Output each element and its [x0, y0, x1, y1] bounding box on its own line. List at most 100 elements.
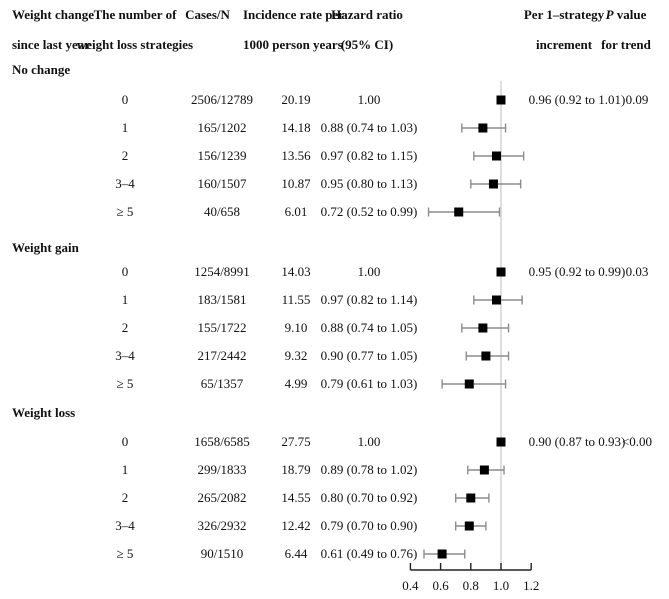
cases-cell: 65/1357	[200, 376, 244, 391]
strategies-cell: ≥ 5	[116, 546, 134, 561]
group-label: Weight gain	[12, 240, 79, 255]
header-hazard-ratio-line1: Hazard ratio	[331, 7, 403, 22]
hr-marker	[478, 123, 488, 133]
hazard-ratio-cell: 0.80 (0.70 to 0.92)	[320, 490, 418, 505]
strategies-cell: ≥ 5	[116, 376, 134, 391]
hr-marker	[488, 179, 498, 189]
p-trend-cell: 0.03	[625, 264, 649, 279]
hr-marker	[478, 323, 488, 333]
hr-marker	[454, 207, 464, 217]
per-increment-cell: 0.90 (0.87 to 0.93)	[528, 434, 626, 449]
p-trend-cell: 0.09	[625, 92, 649, 107]
incidence-rate-cell: 6.44	[284, 546, 308, 561]
hr-marker	[437, 549, 447, 559]
pvalue-rest: value	[613, 7, 647, 22]
strategies-cell: 3–4	[115, 176, 135, 191]
strategies-cell: ≥ 5	[116, 204, 134, 219]
hazard-ratio-cell: 0.88 (0.74 to 1.03)	[320, 120, 418, 135]
cases-cell: 1254/8991	[194, 264, 250, 279]
incidence-rate-cell: 14.55	[281, 490, 311, 505]
hazard-ratio-cell: 0.97 (0.82 to 1.14)	[320, 292, 418, 307]
cases-cell: 183/1581	[197, 292, 247, 307]
strategies-cell: 0	[121, 434, 129, 449]
cases-cell: 217/2442	[197, 348, 247, 363]
header-strategies-line2: weight loss strategies	[76, 37, 194, 52]
header-pvalue-line1: P value	[591, 6, 661, 24]
header-per-strategy-line1: Per 1–strategy	[523, 7, 605, 22]
cases-cell: 165/1202	[197, 120, 247, 135]
header-cases-line1: Cases/N	[185, 7, 230, 22]
hr-marker	[479, 465, 489, 475]
strategies-cell: 1	[121, 120, 129, 135]
strategies-cell: 2	[121, 148, 129, 163]
incidence-rate-cell: 14.03	[281, 264, 311, 279]
hazard-ratio-cell: 1.00	[357, 434, 381, 449]
per-increment-cell: 0.96 (0.92 to 1.01)	[528, 92, 626, 107]
pvalue-p-italic: P	[605, 7, 614, 22]
group-label: No change	[12, 62, 71, 77]
header-per-strategy-line2: increment	[535, 37, 593, 52]
strategies-cell: 3–4	[115, 348, 135, 363]
cases-cell: 155/1722	[197, 320, 247, 335]
incidence-rate-cell: 12.42	[281, 518, 311, 533]
cases-cell: 265/2082	[197, 490, 247, 505]
strategies-cell: 3–4	[115, 518, 135, 533]
cases-cell: 299/1833	[197, 462, 247, 477]
header-pvalue-line2: for trend	[601, 37, 651, 52]
cases-cell: 90/1510	[200, 546, 244, 561]
hr-marker	[464, 521, 474, 531]
incidence-rate-cell: 14.18	[281, 120, 311, 135]
hr-marker	[481, 351, 491, 361]
cases-cell: 160/1507	[197, 176, 247, 191]
group-label: Weight loss	[12, 405, 76, 420]
hr-marker	[464, 379, 474, 389]
hr-marker	[496, 95, 506, 105]
strategies-cell: 2	[121, 490, 129, 505]
header-strategies-line1: The number of	[93, 7, 177, 22]
strategies-cell: 0	[121, 264, 129, 279]
header-incidence-line1: Incidence rate per	[243, 7, 345, 22]
hazard-ratio-cell: 0.95 (0.80 to 1.13)	[320, 176, 418, 191]
hazard-ratio-cell: 0.79 (0.61 to 1.03)	[320, 376, 418, 391]
hazard-ratio-cell: 1.00	[357, 264, 381, 279]
incidence-rate-cell: 27.75	[281, 434, 311, 449]
cases-cell: 1658/6585	[194, 434, 250, 449]
incidence-rate-cell: 13.56	[281, 148, 311, 163]
hr-marker	[496, 437, 506, 447]
hazard-ratio-cell: 0.90 (0.77 to 1.05)	[320, 348, 418, 363]
hazard-ratio-cell: 0.97 (0.82 to 1.15)	[320, 148, 418, 163]
header-weight-change-line2: since last year	[12, 37, 90, 52]
x-axis-tick-label: 1.0	[492, 578, 510, 593]
header-hazard-ratio-line2: (95% CI)	[340, 37, 394, 52]
strategies-cell: 0	[121, 92, 129, 107]
cases-cell: 2506/12789	[190, 92, 254, 107]
hr-marker	[491, 295, 501, 305]
hazard-ratio-cell: 0.89 (0.78 to 1.02)	[320, 462, 418, 477]
hazard-ratio-cell: 1.00	[357, 92, 381, 107]
x-axis-tick-label: 0.8	[462, 578, 479, 593]
cases-cell: 40/658	[203, 204, 241, 219]
hr-marker	[491, 151, 501, 161]
incidence-rate-cell: 4.99	[284, 376, 308, 391]
strategies-cell: 2	[121, 320, 129, 335]
x-axis-tick-label: 0.6	[432, 578, 449, 593]
hazard-ratio-cell: 0.88 (0.74 to 1.05)	[320, 320, 418, 335]
hazard-ratio-cell: 0.61 (0.49 to 0.76)	[320, 546, 418, 561]
incidence-rate-cell: 18.79	[281, 462, 311, 477]
incidence-rate-cell: 11.55	[281, 292, 311, 307]
x-axis-tick-label: 0.4	[402, 578, 419, 593]
cases-cell: 156/1239	[197, 148, 247, 163]
incidence-rate-cell: 9.32	[284, 348, 308, 363]
header-incidence-line2: 1000 person years	[243, 37, 343, 52]
x-axis-tick-label: 1.2	[523, 578, 540, 593]
cases-cell: 326/2932	[197, 518, 247, 533]
incidence-rate-cell: 10.87	[281, 176, 311, 191]
incidence-rate-cell: 6.01	[284, 204, 308, 219]
hr-marker	[466, 493, 476, 503]
hazard-ratio-cell: 0.79 (0.70 to 0.90)	[320, 518, 418, 533]
strategies-cell: 1	[121, 292, 129, 307]
hr-marker	[496, 267, 506, 277]
incidence-rate-cell: 20.19	[281, 92, 311, 107]
